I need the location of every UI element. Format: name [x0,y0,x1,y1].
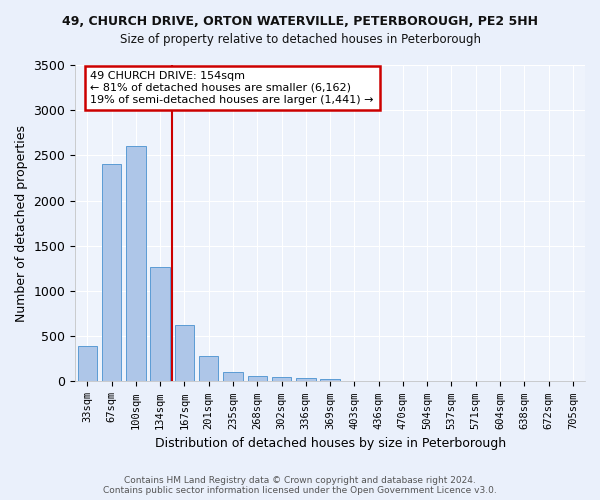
Bar [102,164,121,382]
Y-axis label: Number of detached properties: Number of detached properties [15,124,28,322]
Bar [248,376,267,382]
Text: 49 CHURCH DRIVE: 154sqm
← 81% of detached houses are smaller (6,162)
19% of semi: 49 CHURCH DRIVE: 154sqm ← 81% of detache… [91,72,374,104]
Text: Size of property relative to detached houses in Peterborough: Size of property relative to detached ho… [119,32,481,46]
Bar [199,356,218,382]
Bar [77,346,97,382]
Text: 49, CHURCH DRIVE, ORTON WATERVILLE, PETERBOROUGH, PE2 5HH: 49, CHURCH DRIVE, ORTON WATERVILLE, PETE… [62,15,538,28]
Bar [126,146,146,382]
Bar [223,372,242,382]
Text: Contains HM Land Registry data © Crown copyright and database right 2024.
Contai: Contains HM Land Registry data © Crown c… [103,476,497,495]
Bar [175,326,194,382]
Bar [320,378,340,382]
Bar [272,377,291,382]
X-axis label: Distribution of detached houses by size in Peterborough: Distribution of detached houses by size … [155,437,506,450]
Bar [151,266,170,382]
Bar [296,378,316,382]
